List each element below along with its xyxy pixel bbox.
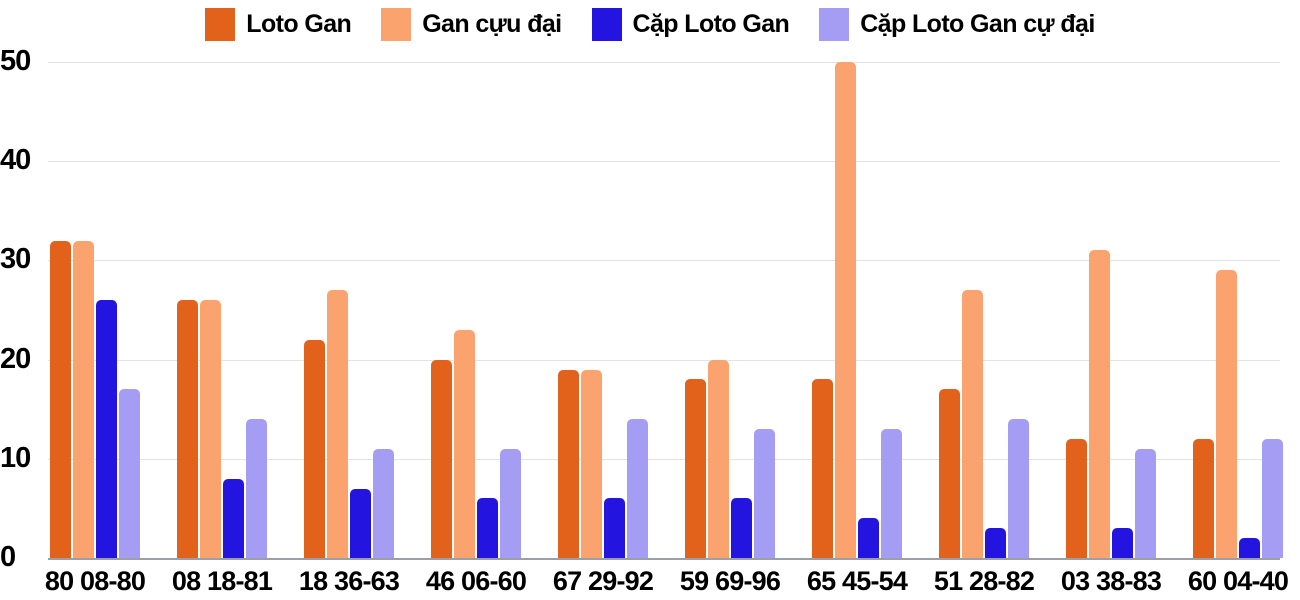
bar-Cặp Loto Gan-67 29-92[interactable] [604,498,625,558]
bar-group-08 18-81 [177,300,267,558]
bar-Cặp Loto Gan-18 36-63[interactable] [350,489,371,558]
bar-Cặp Loto Gan cự đại-51 28-82[interactable] [1008,419,1029,558]
bar-Cặp Loto Gan cự đại-65 45-54[interactable] [881,429,902,558]
y-axis-tick-label: 30 [0,243,31,275]
x-axis-tick-label: 67 29-92 [552,566,654,596]
gridline-y-20 [48,360,1280,361]
bar-Loto Gan-60 04-40[interactable] [1193,439,1214,558]
x-axis-tick-label: 08 18-81 [171,566,273,596]
legend-item-3[interactable]: Cặp Loto Gan cự đại [819,8,1095,41]
y-axis-tick-label: 0 [0,541,16,573]
bar-Cặp Loto Gan-80 08-80[interactable] [96,300,117,558]
legend-swatch-icon [205,8,236,41]
y-axis-tick-label: 10 [0,442,31,474]
bar-Gan cựu đại-59 69-96[interactable] [708,360,729,558]
bar-group-03 38-83 [1066,250,1156,558]
legend-label: Loto Gan [246,10,352,38]
x-axis-tick-label: 03 38-83 [1060,566,1162,596]
x-axis-tick-label: 59 69-96 [679,566,781,596]
bar-Cặp Loto Gan-60 04-40[interactable] [1239,538,1260,558]
bar-Gan cựu đại-51 28-82[interactable] [962,290,983,558]
bar-Cặp Loto Gan cự đại-08 18-81[interactable] [246,419,267,558]
bar-Gan cựu đại-67 29-92[interactable] [581,370,602,558]
legend-label: Cặp Loto Gan cự đại [860,10,1095,38]
y-axis-tick-label: 20 [0,343,31,375]
x-axis-tick-label: 60 04-40 [1187,566,1289,596]
chart-legend: Loto Gan Gan cựu đại Cặp Loto Gan Cặp Loto … [0,8,1300,41]
legend-swatch-icon [381,8,412,41]
legend-swatch-icon [591,8,622,41]
bar-Loto Gan-03 38-83[interactable] [1066,439,1087,558]
bar-Gan cựu đại-03 38-83[interactable] [1089,250,1110,558]
bar-Loto Gan-46 06-60[interactable] [431,360,452,558]
bar-group-59 69-96 [685,360,775,558]
bar-group-46 06-60 [431,330,521,558]
bar-group-67 29-92 [558,370,648,558]
x-axis-tick-label: 46 06-60 [425,566,527,596]
bar-group-51 28-82 [939,290,1029,558]
bar-Loto Gan-51 28-82[interactable] [939,389,960,558]
bar-Cặp Loto Gan-03 38-83[interactable] [1112,528,1133,558]
x-axis-tick-label: 80 08-80 [44,566,146,596]
y-axis-tick-label: 50 [0,45,31,77]
bar-Loto Gan-18 36-63[interactable] [304,340,325,558]
legend-item-2[interactable]: Cặp Loto Gan [591,8,790,41]
legend-swatch-icon [819,8,850,41]
bar-Cặp Loto Gan-46 06-60[interactable] [477,498,498,558]
bar-Cặp Loto Gan-08 18-81[interactable] [223,479,244,558]
bar-Gan cựu đại-60 04-40[interactable] [1216,270,1237,558]
bar-Cặp Loto Gan-59 69-96[interactable] [731,498,752,558]
legend-item-0[interactable]: Loto Gan [205,8,352,41]
legend-item-1[interactable]: Gan cựu đại [381,8,562,41]
bar-Cặp Loto Gan cự đại-60 04-40[interactable] [1262,439,1283,558]
x-axis-tick-label: 65 45-54 [806,566,908,596]
bar-Cặp Loto Gan cự đại-18 36-63[interactable] [373,449,394,558]
y-axis-tick-label: 40 [0,144,31,176]
legend-label: Cặp Loto Gan [632,10,790,38]
bar-Gan cựu đại-18 36-63[interactable] [327,290,348,558]
bar-Loto Gan-08 18-81[interactable] [177,300,198,558]
bar-group-80 08-80 [50,241,140,558]
bar-Cặp Loto Gan cự đại-59 69-96[interactable] [754,429,775,558]
bar-Gan cựu đại-80 08-80[interactable] [73,241,94,558]
bar-Cặp Loto Gan cự đại-67 29-92[interactable] [627,419,648,558]
bar-Cặp Loto Gan-51 28-82[interactable] [985,528,1006,558]
bar-Cặp Loto Gan-65 45-54[interactable] [858,518,879,558]
gridline-y-50 [48,62,1280,63]
legend-label: Gan cựu đại [422,10,562,38]
bar-group-60 04-40 [1193,270,1283,558]
bar-group-18 36-63 [304,290,394,558]
x-axis-tick-label: 51 28-82 [933,566,1035,596]
bar-Loto Gan-59 69-96[interactable] [685,379,706,558]
gridline-y-30 [48,260,1280,261]
bar-Cặp Loto Gan cự đại-46 06-60[interactable] [500,449,521,558]
gridline-y-10 [48,459,1280,460]
bar-Gan cựu đại-08 18-81[interactable] [200,300,221,558]
x-axis-line [48,558,1280,560]
bar-Loto Gan-65 45-54[interactable] [812,379,833,558]
bar-Loto Gan-67 29-92[interactable] [558,370,579,558]
bar-Cặp Loto Gan cự đại-80 08-80[interactable] [119,389,140,558]
bar-Gan cựu đại-65 45-54[interactable] [835,62,856,558]
bar-group-65 45-54 [812,62,902,558]
gridline-y-40 [48,161,1280,162]
x-axis-tick-label: 18 36-63 [298,566,400,596]
bar-Gan cựu đại-46 06-60[interactable] [454,330,475,558]
bar-Cặp Loto Gan cự đại-03 38-83[interactable] [1135,449,1156,558]
bar-Loto Gan-80 08-80[interactable] [50,241,71,558]
